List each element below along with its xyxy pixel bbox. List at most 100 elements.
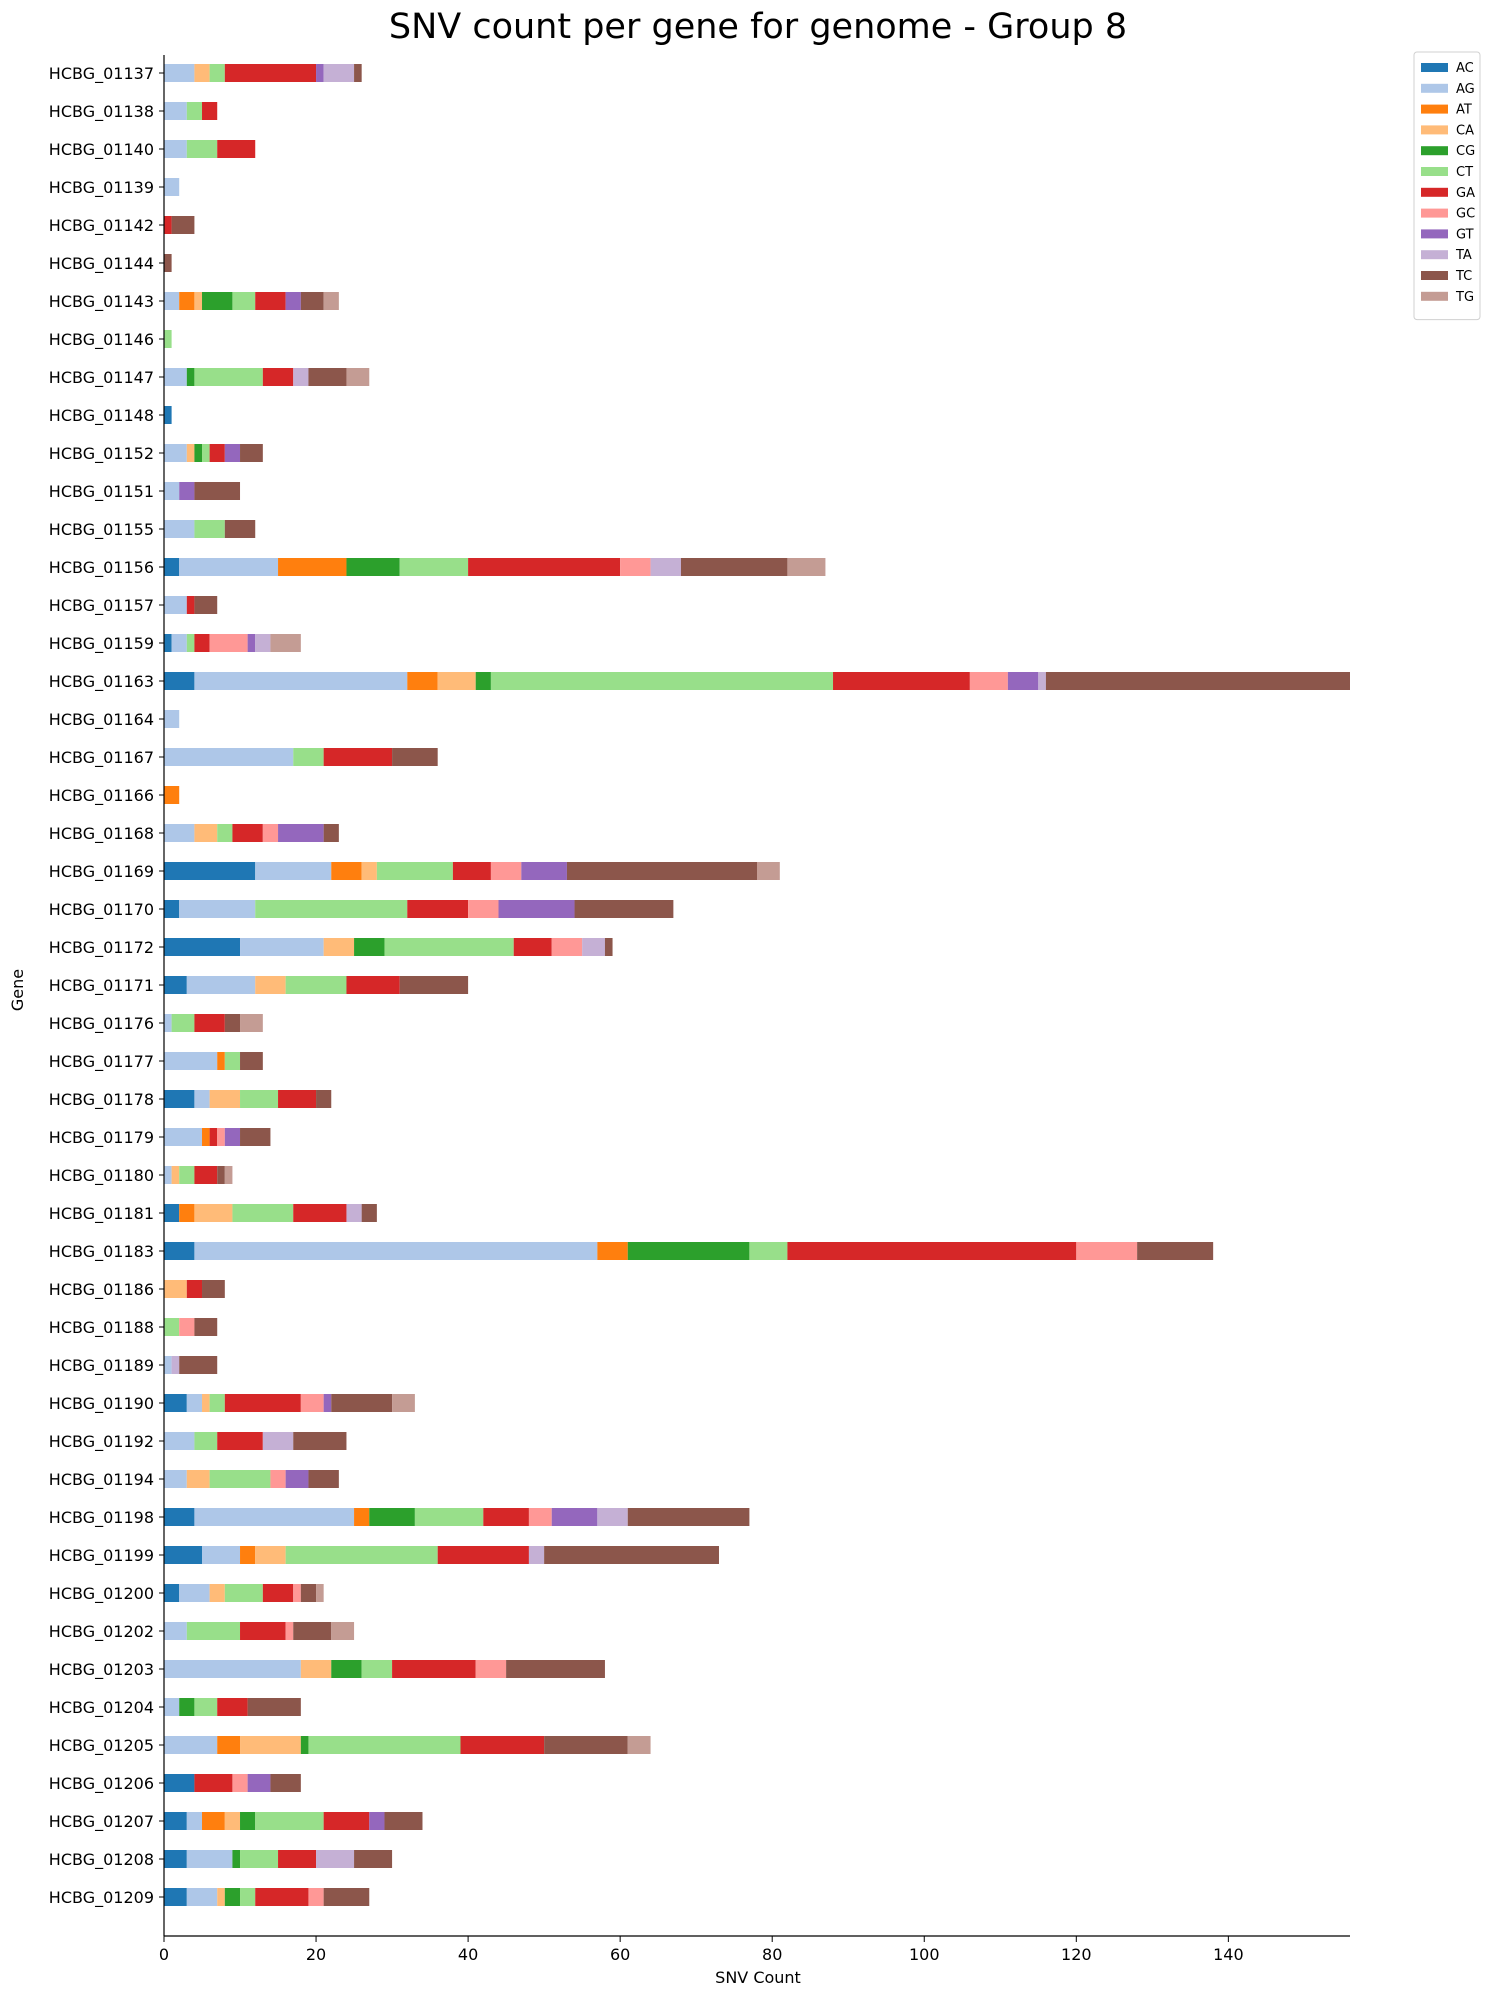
bar-segment-HCBG_01207-AT — [202, 1812, 225, 1830]
y-tick-label-HCBG_01157: HCBG_01157 — [49, 596, 154, 616]
x-tick-label-100: 100 — [909, 1945, 940, 1964]
bar-segment-HCBG_01156-TG — [787, 558, 826, 576]
bar-segment-HCBG_01202-AG — [164, 1622, 187, 1640]
bar-segment-HCBG_01178-CT — [240, 1090, 279, 1108]
bar-segment-HCBG_01163-AG — [194, 672, 408, 690]
x-axis: 0 20 40 60 80 100 120 140 — [159, 1935, 1350, 1964]
bar-segment-HCBG_01207-AG — [186, 1812, 203, 1830]
bar-segment-HCBG_01208-CG — [232, 1850, 241, 1868]
bar-segment-HCBG_01190-TG — [392, 1394, 415, 1412]
y-tick-label-HCBG_01146: HCBG_01146 — [49, 330, 154, 350]
bar-segment-HCBG_01166-AT — [164, 786, 180, 804]
bar-segment-HCBG_01151-GT — [179, 482, 195, 500]
bar-segment-HCBG_01147-CT — [194, 368, 263, 386]
bar-segment-HCBG_01208-TC — [354, 1850, 393, 1868]
bar-segment-HCBG_01205-CA — [240, 1736, 301, 1754]
bar-segment-HCBG_01157-TC — [194, 596, 218, 614]
y-tick-label-HCBG_01203: HCBG_01203 — [49, 1660, 154, 1680]
bar-segment-HCBG_01179-GC — [217, 1128, 225, 1146]
bar-segment-HCBG_01190-GA — [224, 1394, 301, 1412]
bar-segment-HCBG_01176-GA — [194, 1014, 225, 1032]
y-tick-label-HCBG_01186: HCBG_01186 — [49, 1280, 154, 1300]
legend-label-AT: AT — [1456, 103, 1472, 118]
y-tick-label-HCBG_01202: HCBG_01202 — [49, 1622, 154, 1642]
bar-segment-HCBG_01209-GC — [308, 1888, 324, 1906]
bar-segment-HCBG_01205-TC — [544, 1736, 628, 1754]
bar-segment-HCBG_01176-CT — [171, 1014, 195, 1032]
bar-segment-HCBG_01204-TC — [247, 1698, 301, 1716]
y-tick-label-HCBG_01209: HCBG_01209 — [49, 1888, 154, 1908]
bar-segment-HCBG_01178-AG — [194, 1090, 210, 1108]
legend-swatch-TG — [1421, 291, 1448, 301]
bar-segment-HCBG_01152-GT — [224, 444, 241, 462]
bar-segment-HCBG_01190-GT — [323, 1394, 332, 1412]
bar-segment-HCBG_01180-GA — [194, 1166, 218, 1184]
bar-segment-HCBG_01181-GA — [293, 1204, 347, 1222]
bar-segment-HCBG_01202-TC — [293, 1622, 332, 1640]
bar-segment-HCBG_01183-AT — [597, 1242, 628, 1260]
y-tick-label-HCBG_01159: HCBG_01159 — [49, 634, 154, 654]
y-tick-label-HCBG_01163: HCBG_01163 — [49, 672, 154, 692]
bar-segment-HCBG_01143-GA — [255, 292, 286, 310]
bar-segment-HCBG_01209-CA — [217, 1888, 225, 1906]
bar-segment-HCBG_01177-AT — [217, 1052, 225, 1070]
y-tick-label-HCBG_01199: HCBG_01199 — [49, 1546, 154, 1566]
bar-segment-HCBG_01163-GA — [833, 672, 970, 690]
bar-segment-HCBG_01156-GC — [620, 558, 651, 576]
legend-label-GA: GA — [1456, 186, 1475, 201]
bar-segment-HCBG_01164-AG — [164, 710, 180, 728]
y-tick-label-HCBG_01204: HCBG_01204 — [49, 1698, 154, 1718]
y-tick-label-HCBG_01156: HCBG_01156 — [49, 558, 154, 578]
chart-title: SNV count per gene for genome - Group 8 — [389, 7, 1127, 47]
legend-swatch-CA — [1421, 125, 1448, 135]
bar-segment-HCBG_01203-CG — [331, 1660, 362, 1678]
bar-segment-HCBG_01137-TC — [354, 64, 362, 82]
bar-segment-HCBG_01206-TC — [270, 1774, 301, 1792]
bar-segment-HCBG_01169-AG — [255, 862, 332, 880]
bar-segment-HCBG_01198-GA — [483, 1508, 529, 1526]
bar-segment-HCBG_01142-TC — [171, 216, 195, 234]
bar-segment-HCBG_01140-CT — [186, 140, 218, 158]
bar-segment-HCBG_01172-GC — [551, 938, 583, 956]
bar-segment-HCBG_01170-GC — [468, 900, 499, 918]
bar-segment-HCBG_01183-AG — [194, 1242, 598, 1260]
bar-segment-HCBG_01194-CT — [209, 1470, 271, 1488]
y-tick-label-HCBG_01148: HCBG_01148 — [49, 406, 154, 426]
bar-segment-HCBG_01202-GA — [240, 1622, 286, 1640]
y-tick-label-HCBG_01194: HCBG_01194 — [49, 1470, 154, 1490]
bar-segment-HCBG_01208-AG — [186, 1850, 233, 1868]
y-tick-label-HCBG_01192: HCBG_01192 — [49, 1432, 154, 1452]
bar-segment-HCBG_01202-GC — [285, 1622, 294, 1640]
bar-segment-HCBG_01155-CT — [194, 520, 225, 538]
bar-segment-HCBG_01170-GT — [498, 900, 575, 918]
bar-segment-HCBG_01137-AG — [164, 64, 195, 82]
bar-segment-HCBG_01171-TC — [399, 976, 469, 994]
bar-segment-HCBG_01206-GA — [194, 1774, 233, 1792]
y-tick-label-HCBG_01140: HCBG_01140 — [49, 140, 154, 160]
bar-segment-HCBG_01205-TG — [627, 1736, 651, 1754]
bar-segment-HCBG_01205-CG — [300, 1736, 309, 1754]
bar-segment-HCBG_01148-AC — [164, 406, 172, 424]
bar-segment-HCBG_01155-AG — [164, 520, 195, 538]
y-tick-label-HCBG_01208: HCBG_01208 — [49, 1850, 154, 1870]
bar-segment-HCBG_01143-TG — [323, 292, 339, 310]
bar-segment-HCBG_01179-TC — [240, 1128, 271, 1146]
legend-swatch-GC — [1421, 208, 1448, 218]
bar-segment-HCBG_01208-AC — [164, 1850, 187, 1868]
bar-segment-HCBG_01156-TC — [680, 558, 788, 576]
bar-segment-HCBG_01207-TC — [384, 1812, 423, 1830]
y-tick-label-HCBG_01170: HCBG_01170 — [49, 900, 154, 920]
bar-segment-HCBG_01143-AG — [164, 292, 180, 310]
bar-segment-HCBG_01200-AG — [179, 1584, 210, 1602]
bar-segment-HCBG_01170-CT — [255, 900, 408, 918]
bar-segment-HCBG_01190-AC — [164, 1394, 187, 1412]
bar-segment-HCBG_01159-AC — [164, 634, 172, 652]
bar-segment-HCBG_01140-GA — [217, 140, 256, 158]
bar-segment-HCBG_01177-TC — [240, 1052, 263, 1070]
bar-segment-HCBG_01155-TC — [224, 520, 256, 538]
bar-segment-HCBG_01194-CA — [186, 1470, 210, 1488]
legend-swatch-TA — [1421, 250, 1448, 260]
bar-segment-HCBG_01138-AG — [164, 102, 187, 120]
legend-swatch-CT — [1421, 167, 1448, 176]
